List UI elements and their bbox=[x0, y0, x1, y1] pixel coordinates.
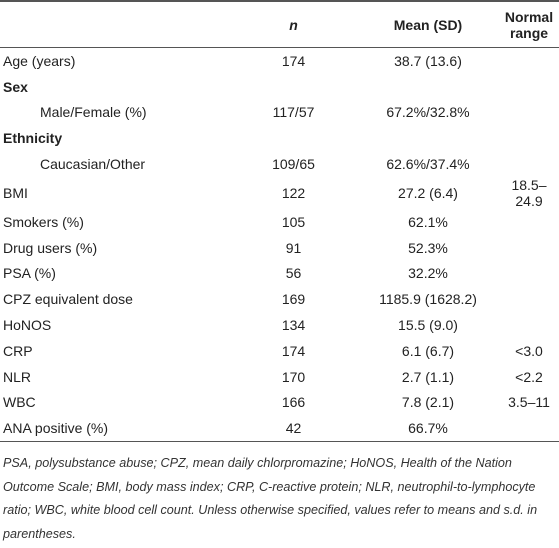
cell: 7.8 (2.1) bbox=[401, 394, 455, 411]
cell bbox=[357, 74, 499, 100]
row-label: CPZ equivalent dose bbox=[3, 291, 133, 308]
row-label: BMI bbox=[3, 184, 28, 201]
cell: 170 bbox=[281, 368, 306, 385]
row-label: Male/Female (%) bbox=[40, 104, 147, 121]
header-cell: Mean (SD) bbox=[357, 1, 499, 48]
cell: 1185.9 (1628.2) bbox=[379, 291, 477, 308]
table-row: NLR 170 2.7 (1.1) <2.2 bbox=[0, 364, 559, 390]
cell: 62.6%/37.4% bbox=[386, 156, 470, 173]
table-row: Male/Female (%) 117/57 67.2%/32.8% bbox=[0, 100, 559, 126]
cell: 15.5 (9.0) bbox=[398, 317, 458, 334]
cell: 52.3% bbox=[408, 239, 448, 256]
header-cell: Normal range bbox=[499, 1, 559, 48]
cell: 62.1% bbox=[408, 213, 448, 230]
cell: 6.1 (6.7) bbox=[401, 342, 455, 359]
header-cell: n bbox=[230, 1, 357, 48]
cell bbox=[499, 151, 559, 177]
table-row: Drug users (%) 91 52.3% bbox=[0, 235, 559, 261]
cell: 169 bbox=[281, 291, 306, 308]
cell: 18.5–24.9 bbox=[511, 176, 547, 209]
cell: 109/65 bbox=[272, 156, 315, 173]
cell: 117/57 bbox=[272, 104, 315, 121]
row-label: WBC bbox=[3, 394, 36, 411]
table-body: Age (years) 174 38.7 (13.6) Sex Male/Female … bbox=[0, 48, 559, 442]
table-row: Caucasian/Other 109/65 62.6%/37.4% bbox=[0, 151, 559, 177]
cell: 174 bbox=[281, 342, 306, 359]
cell bbox=[499, 209, 559, 235]
header-cell bbox=[0, 1, 230, 48]
header-row: n Mean (SD) Normal range bbox=[0, 1, 559, 48]
row-label: ANA positive (%) bbox=[3, 420, 109, 437]
row-label: Age (years) bbox=[3, 52, 76, 69]
cell: 134 bbox=[281, 317, 306, 334]
row-label: Sex bbox=[3, 78, 28, 95]
cell: 38.7 (13.6) bbox=[394, 52, 462, 69]
data-table: n Mean (SD) Normal range Age (years) 174 3… bbox=[0, 0, 559, 443]
table-row: CPZ equivalent dose 169 1185.9 (1628.2) bbox=[0, 286, 559, 312]
row-label: PSA (%) bbox=[3, 265, 56, 282]
cell: 166 bbox=[281, 394, 306, 411]
table-row: WBC 166 7.8 (2.1) 3.5–11 bbox=[0, 390, 559, 416]
cell: 2.7 (1.1) bbox=[401, 368, 455, 385]
cell bbox=[499, 286, 559, 312]
row-label: CRP bbox=[3, 342, 33, 359]
cell bbox=[499, 235, 559, 261]
cell: 66.7% bbox=[408, 420, 448, 437]
table-row: Smokers (%) 105 62.1% bbox=[0, 209, 559, 235]
row-label: NLR bbox=[3, 368, 32, 385]
row-label: Caucasian/Other bbox=[40, 156, 146, 173]
cell: 105 bbox=[281, 213, 306, 230]
row-label: Smokers (%) bbox=[3, 213, 84, 230]
cell bbox=[499, 125, 559, 151]
footnote: PSA, polysubstance abuse; CPZ, mean dail… bbox=[3, 456, 538, 541]
cell bbox=[499, 100, 559, 126]
cell bbox=[499, 312, 559, 338]
table-row: Age (years) 174 38.7 (13.6) bbox=[0, 48, 559, 74]
cell: 3.5–11 bbox=[508, 394, 550, 411]
table-row: PSA (%) 56 32.2% bbox=[0, 261, 559, 287]
table-row: CRP 174 6.1 (6.7) <3.0 bbox=[0, 338, 559, 364]
cell: 56 bbox=[285, 265, 302, 282]
table-row: ANA positive (%) 42 66.7% bbox=[0, 415, 559, 441]
table-row: Ethnicity bbox=[0, 125, 559, 151]
cell: 122 bbox=[281, 184, 306, 201]
table-row: Sex bbox=[0, 74, 559, 100]
cell bbox=[357, 125, 499, 151]
cell: <2.2 bbox=[515, 368, 543, 385]
cell: 32.2% bbox=[408, 265, 448, 282]
table-row: BMI 122 27.2 (6.4) 18.5–24.9 bbox=[0, 177, 559, 209]
cell bbox=[499, 261, 559, 287]
cell bbox=[499, 74, 559, 100]
cell: 42 bbox=[285, 420, 302, 437]
cell: <3.0 bbox=[515, 342, 543, 359]
cell bbox=[230, 125, 357, 151]
cell: 27.2 (6.4) bbox=[398, 184, 458, 201]
cell bbox=[499, 415, 559, 441]
row-label: HoNOS bbox=[3, 317, 52, 334]
row-label: Drug users (%) bbox=[3, 239, 98, 256]
cell: 174 bbox=[281, 52, 306, 69]
row-label: Ethnicity bbox=[3, 130, 63, 147]
table-row: HoNOS 134 15.5 (9.0) bbox=[0, 312, 559, 338]
cell: 91 bbox=[285, 239, 302, 256]
cell bbox=[499, 48, 559, 74]
cell bbox=[230, 74, 357, 100]
cell: 67.2%/32.8% bbox=[386, 104, 470, 121]
